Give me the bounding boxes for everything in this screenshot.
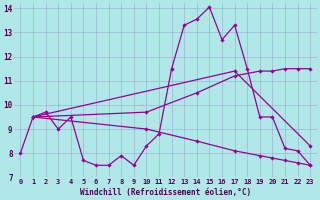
X-axis label: Windchill (Refroidissement éolien,°C): Windchill (Refroidissement éolien,°C) [80, 188, 251, 197]
